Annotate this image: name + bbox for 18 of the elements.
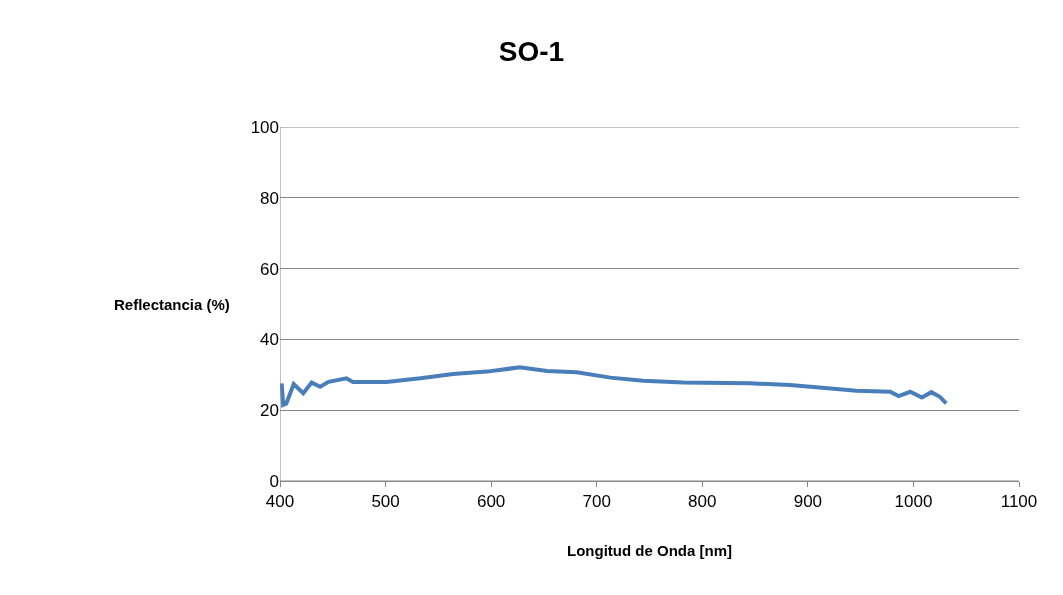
y-tick-label: 0 [269, 471, 279, 491]
x-tick-label: 1000 [894, 492, 933, 512]
x-tick-label: 900 [793, 492, 823, 512]
x-tick-label: 700 [582, 492, 611, 512]
chart-title: SO-1 [498, 36, 565, 68]
y-axis-title: Reflectancia (%) [114, 296, 230, 313]
y-tick-label: 100 [250, 117, 279, 137]
x-tick-label: 500 [371, 492, 400, 512]
x-axis-title: Longitud de Onda [nm] [567, 542, 732, 560]
x-tick-label: 800 [688, 492, 717, 512]
x-tick-label: 400 [265, 492, 295, 512]
y-tick-label: 20 [260, 401, 279, 421]
y-tick-label: 60 [260, 259, 279, 279]
line-series [280, 365, 949, 407]
x-tick-label: 1100 [1000, 492, 1038, 512]
y-tick-label: 80 [260, 188, 279, 208]
x-tick-label: 600 [476, 492, 506, 512]
y-tick-label: 40 [260, 330, 279, 350]
